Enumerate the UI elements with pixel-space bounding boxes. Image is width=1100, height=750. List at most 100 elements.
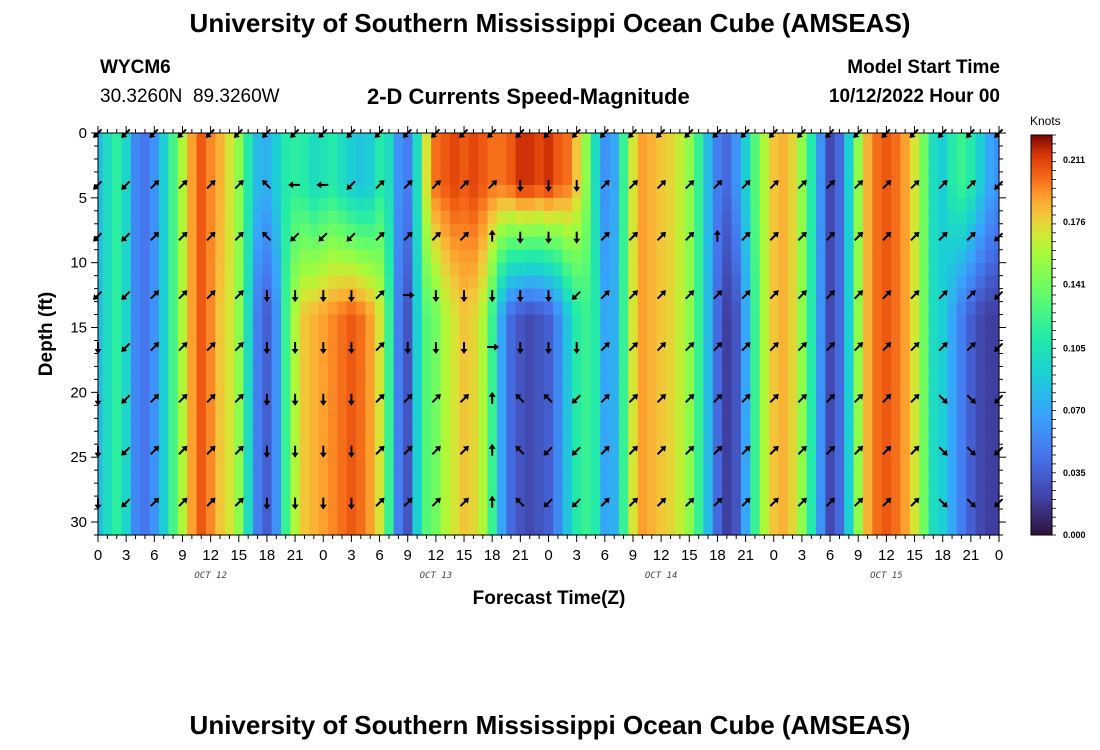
heatmap-cell (618, 327, 629, 342)
heatmap-cell (600, 301, 611, 316)
heatmap-cell (478, 418, 489, 432)
heatmap-cell (665, 210, 676, 225)
heatmap-cell (769, 210, 780, 225)
heatmap-cell (562, 133, 573, 147)
heatmap-cell (412, 366, 423, 380)
heatmap-cell (759, 301, 770, 316)
current-vector-arrow (543, 498, 553, 508)
heatmap-cell (449, 249, 460, 264)
heatmap-cell (196, 301, 207, 316)
heatmap-cell (515, 327, 526, 342)
heatmap-cell (675, 184, 686, 199)
heatmap-cell (224, 197, 235, 212)
heatmap-cell (393, 457, 404, 471)
heatmap-cell (956, 379, 967, 393)
heatmap-cell (177, 483, 188, 497)
heatmap-cell (290, 158, 301, 173)
heatmap-cell (825, 418, 836, 432)
heatmap-cell (778, 340, 789, 355)
heatmap-cell (571, 418, 582, 432)
heatmap-cell (994, 457, 1000, 471)
heatmap-cell (187, 210, 198, 225)
heatmap-cell (384, 470, 395, 484)
heatmap-cell (327, 379, 338, 393)
heatmap-cell (984, 509, 995, 523)
heatmap-cell (618, 249, 629, 264)
heatmap-cell (740, 145, 751, 160)
heatmap-cell (862, 392, 873, 406)
heatmap-cell (384, 366, 395, 380)
heatmap-cell (637, 353, 648, 368)
heatmap-cell (891, 340, 902, 355)
heatmap-cell (130, 314, 141, 329)
heatmap-cell (196, 184, 207, 199)
current-vector-arrow (825, 290, 836, 300)
heatmap-cell (553, 288, 564, 303)
heatmap-cell (384, 431, 395, 445)
heatmap-cell (900, 275, 911, 290)
heatmap-cell (487, 327, 498, 342)
heatmap-cell (487, 262, 498, 277)
heatmap-cell (121, 418, 132, 432)
heatmap-cell (121, 431, 132, 445)
heatmap-cell (337, 145, 348, 160)
heatmap-cell (515, 197, 526, 212)
heatmap-cell (187, 496, 198, 510)
heatmap-cell (881, 262, 892, 277)
heatmap-cell (759, 483, 770, 497)
heatmap-cell (740, 470, 751, 484)
heatmap-cell (994, 470, 1000, 484)
heatmap-cell (872, 275, 883, 290)
heatmap-cell (609, 418, 620, 432)
heatmap-cell (825, 223, 836, 238)
heatmap-cell (891, 431, 902, 445)
heatmap-cell (806, 133, 817, 147)
heatmap-cell (98, 249, 104, 264)
heatmap-cell (384, 223, 395, 238)
heatmap-cell (459, 379, 470, 393)
heatmap-cell (909, 470, 920, 484)
heatmap-cell (327, 431, 338, 445)
heatmap-cell (159, 444, 169, 458)
heatmap-cell (553, 405, 564, 419)
heatmap-cell (722, 197, 733, 212)
heatmap-cell (224, 522, 235, 536)
heatmap-cell (140, 522, 151, 536)
heatmap-cell (159, 509, 169, 523)
heatmap-cell (825, 262, 836, 277)
heatmap-cell (403, 223, 414, 238)
heatmap-cell (740, 431, 751, 445)
heatmap-cell (459, 275, 470, 290)
current-vector-arrow (853, 231, 864, 241)
heatmap-cell (421, 133, 432, 147)
current-vector-arrow (543, 446, 553, 456)
heatmap-cell (196, 379, 207, 393)
heatmap-cell (337, 353, 348, 368)
heatmap-cell (346, 210, 357, 225)
current-vector-arrow (121, 232, 131, 242)
heatmap-cell (478, 288, 489, 303)
heatmap-cell (487, 379, 498, 393)
current-vector-arrow (488, 290, 496, 303)
heatmap-cell (121, 353, 132, 368)
heatmap-cell (98, 379, 104, 393)
heatmap-cell (647, 301, 658, 316)
heatmap-cell (140, 171, 151, 186)
current-vector-arrow (121, 498, 131, 508)
heatmap-cell (421, 470, 432, 484)
heatmap-cell (919, 223, 930, 238)
heatmap-cell (853, 457, 864, 471)
heatmap-cell (872, 470, 883, 484)
heatmap-cell (834, 301, 845, 316)
heatmap-cell (731, 184, 742, 199)
current-vector-arrow (938, 498, 948, 508)
heatmap-cell (581, 275, 592, 290)
heatmap-cell (149, 379, 160, 393)
heatmap-cell (984, 249, 995, 264)
heatmap-cell (693, 288, 704, 303)
heatmap-cell (797, 327, 808, 342)
heatmap-cell (647, 288, 658, 303)
heatmap-cell (299, 340, 310, 355)
heatmap-cell (628, 210, 639, 225)
heatmap-cell (187, 158, 198, 173)
